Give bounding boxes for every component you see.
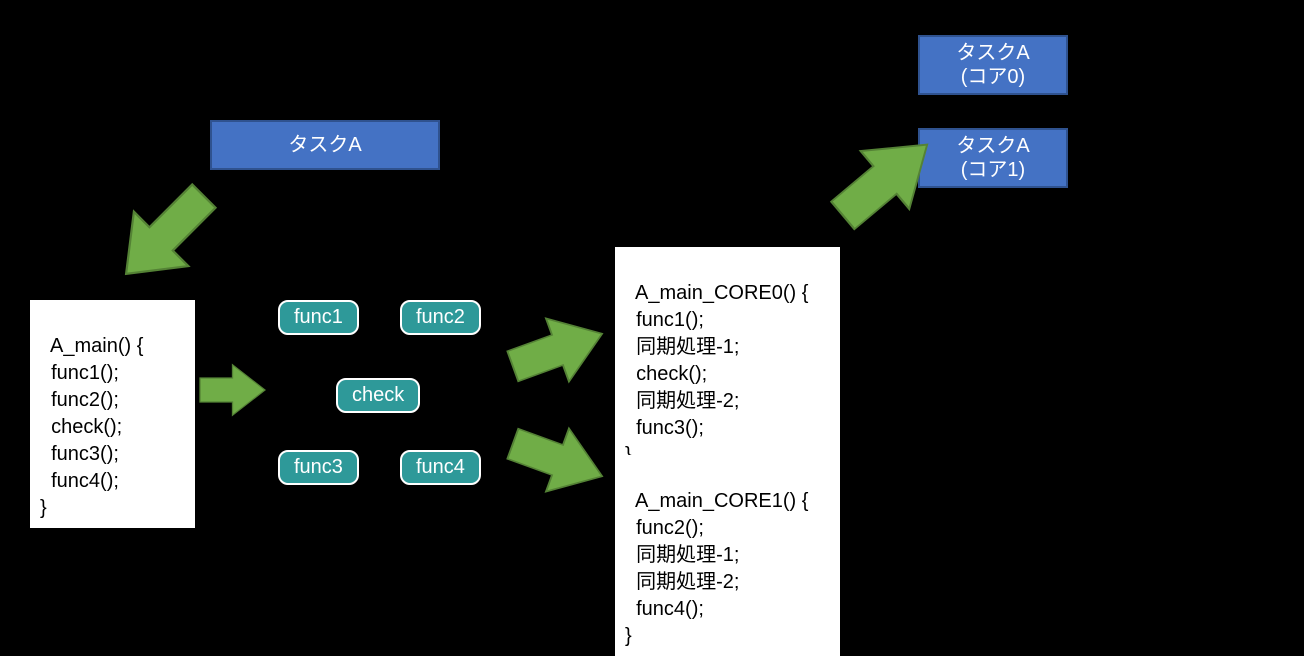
a-main-core1-code-text: A_main_CORE1() { func2(); 同期処理-1; 同期処理-2…: [625, 490, 808, 647]
a-main-code-text: A_main() { func1(); func2(); check(); fu…: [40, 335, 143, 519]
func3-node: func3: [278, 450, 359, 485]
func4-label: func4: [416, 456, 465, 479]
arrow-task-to-code: [87, 157, 243, 313]
a-main-core0-code: A_main_CORE0() { func1(); 同期処理-1; check(…: [615, 247, 840, 475]
task-a-box: タスクA: [210, 120, 440, 170]
arrow-graph-to-core1: [499, 406, 616, 514]
func1-label: func1: [294, 306, 343, 329]
a-main-code: A_main() { func1(); func2(); check(); fu…: [30, 300, 195, 528]
check-label: check: [352, 384, 404, 407]
arrow-graph-to-core0: [499, 296, 616, 404]
task-a-core1-label: タスクA (コア1): [956, 134, 1029, 182]
a-main-core0-code-text: A_main_CORE0() { func1(); 同期処理-1; check(…: [625, 282, 808, 466]
task-a-core0-label: タスクA (コア0): [956, 41, 1029, 89]
arrow-code-to-graph: [200, 360, 265, 420]
func2-node: func2: [400, 300, 481, 335]
task-a-label: タスクA: [288, 133, 361, 157]
task-a-core0-box: タスクA (コア0): [918, 35, 1068, 95]
a-main-core1-code: A_main_CORE1() { func2(); 同期処理-1; 同期処理-2…: [615, 455, 840, 656]
func2-label: func2: [416, 306, 465, 329]
func4-node: func4: [400, 450, 481, 485]
func1-node: func1: [278, 300, 359, 335]
check-node: check: [336, 378, 420, 413]
func3-label: func3: [294, 456, 343, 479]
